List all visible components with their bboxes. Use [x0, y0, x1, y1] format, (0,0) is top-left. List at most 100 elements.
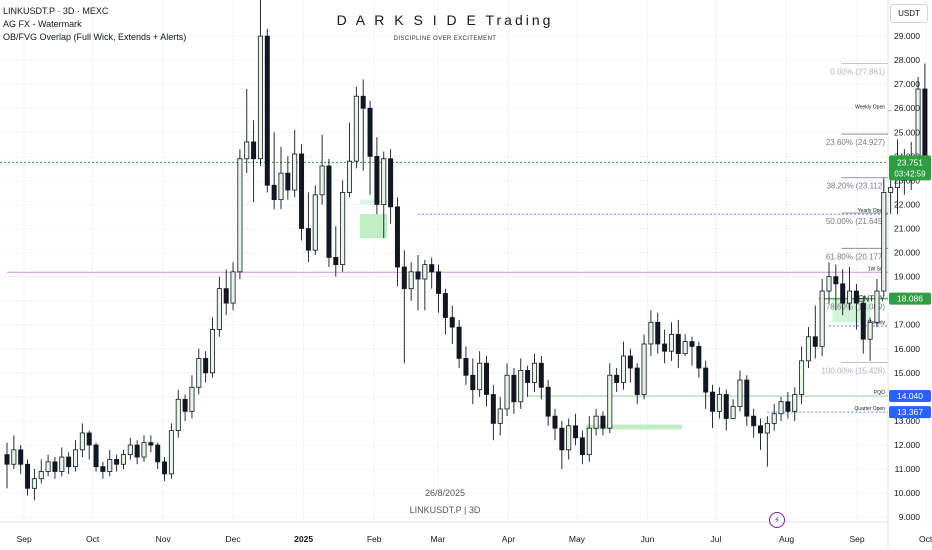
indicator-obfvg[interactable]: OB/FVG Overlap (Full Wick, Extends + Ale… [3, 32, 187, 42]
candle [237, 149, 243, 280]
y-tick-label: 15.000 [894, 368, 920, 378]
watermark-title: D A R K S I D E Trading [336, 12, 554, 28]
candle [79, 423, 85, 458]
y-tick-label: 9.000 [899, 512, 921, 522]
candle-body-up [682, 341, 688, 355]
candle [518, 358, 524, 409]
candle-body-up [881, 192, 887, 292]
candle-body-down [114, 459, 120, 465]
candle [285, 156, 291, 200]
candle-body-down [100, 466, 106, 472]
candle [353, 86, 359, 169]
x-tick-label: Jun [641, 534, 655, 544]
candle [538, 356, 544, 400]
key-level-label: PQO [874, 390, 885, 396]
candle [134, 440, 140, 465]
candle [566, 418, 572, 460]
candle-body-down [456, 326, 462, 359]
candle-body-up [79, 432, 85, 451]
candle-body-down [285, 172, 291, 191]
candle-body-down [922, 88, 928, 163]
candle-body-up [237, 158, 243, 273]
candle [511, 368, 517, 414]
candle [141, 435, 147, 462]
candle-body-up [826, 276, 832, 292]
candle-body-up [38, 471, 44, 480]
candle [641, 334, 647, 400]
candle [209, 317, 215, 378]
candle-body-down [600, 415, 606, 429]
candle-body-up [805, 336, 811, 362]
candle [874, 279, 880, 328]
candle [470, 358, 476, 405]
symbol-line[interactable]: LINKUSDT.P · 3D · MEXC [3, 6, 109, 16]
candle [189, 375, 195, 419]
candle [381, 151, 387, 239]
candle-body-down [299, 153, 305, 229]
candle-body-down [18, 449, 24, 465]
candle-body-down [490, 394, 496, 424]
candle [59, 447, 65, 477]
candle [319, 134, 325, 205]
y-tick-label: 10.000 [894, 488, 920, 498]
key-level-label: Weekly Open [855, 105, 885, 111]
candle [175, 389, 181, 438]
candle [148, 435, 154, 453]
candle-body-up [216, 288, 222, 330]
fvg-zone [359, 199, 388, 205]
candle-body-down [66, 456, 72, 468]
candle [799, 346, 805, 405]
currency-button[interactable]: USDT [890, 4, 928, 23]
candle-body-down [436, 271, 442, 294]
candle [168, 423, 174, 479]
candle-body-up [312, 194, 318, 251]
candle [483, 356, 489, 407]
candle-body-down [614, 374, 620, 383]
candle-body-down [415, 271, 421, 280]
candle [559, 420, 565, 470]
candle [627, 348, 633, 383]
candle-body-down [840, 283, 846, 304]
candle-body-up [127, 444, 133, 456]
candle [244, 89, 250, 174]
price-tag-value: 13.367 [897, 407, 923, 417]
candle [847, 267, 853, 311]
candle [127, 437, 133, 460]
candle [223, 269, 229, 316]
candle [634, 363, 640, 405]
candle-body-up [874, 290, 880, 323]
candle-body-up [292, 153, 298, 191]
candle-body-down [579, 437, 585, 456]
candle-body-up [668, 333, 674, 352]
candle-body-up [819, 290, 825, 347]
lightning-icon[interactable]: ⚡ [769, 512, 785, 528]
candle [490, 384, 496, 441]
x-tick-label: Sep [850, 534, 865, 544]
candle [38, 459, 44, 484]
candle-body-up [45, 461, 51, 472]
x-tick-label: Jul [711, 534, 722, 544]
candle-body-up [518, 370, 524, 403]
candle [662, 329, 668, 364]
candle-body-down [388, 158, 394, 208]
indicator-watermark[interactable]: AG FX - Watermark [3, 19, 82, 29]
candle-body-down [182, 398, 188, 412]
watermark-symbol: LINKUSDT.P | 3D [409, 505, 481, 515]
candle-body-down [25, 463, 31, 489]
candle [812, 305, 818, 359]
candle-body-up [504, 374, 510, 410]
candle-body-up [196, 358, 202, 388]
candle [230, 262, 236, 311]
key-level-label: 1W S/R [868, 266, 886, 272]
x-tick-label: Feb [367, 534, 382, 544]
candle [25, 459, 31, 496]
candle-body-down [812, 336, 818, 347]
candle [737, 370, 743, 412]
candle [408, 262, 414, 301]
candle [710, 384, 716, 429]
candle-body-down [758, 425, 764, 434]
candle [689, 336, 695, 366]
x-tick-label: 2025 [294, 534, 313, 544]
